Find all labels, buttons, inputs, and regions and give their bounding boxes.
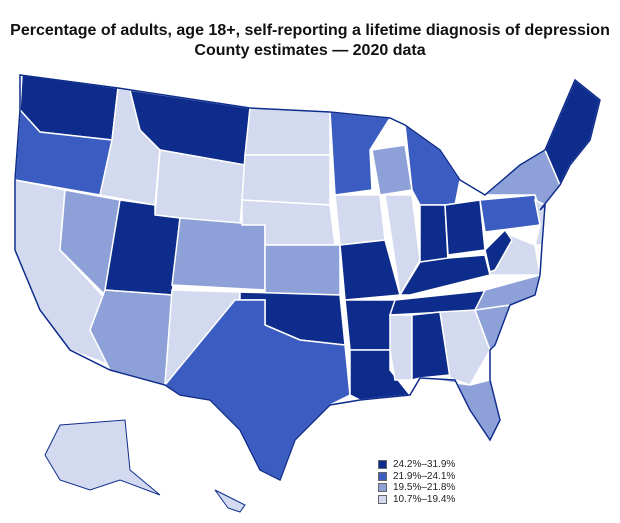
hawaii-inset — [214, 489, 246, 513]
legend: 24.2%–31.9% 21.9%–24.1% 19.5%–21.8% 10.7… — [378, 459, 455, 505]
state-region — [89, 289, 173, 386]
state-region — [344, 299, 396, 351]
map-subtitle: County estimates — 2020 data — [194, 42, 426, 59]
state-region — [171, 217, 266, 291]
state-region — [479, 194, 541, 233]
legend-label: 24.2%–31.9% — [393, 459, 456, 471]
state-region — [444, 199, 486, 256]
state-region — [419, 204, 449, 263]
legend-swatch — [378, 494, 387, 504]
legend-swatch — [378, 483, 387, 493]
legend-label: 21.9%–24.1% — [393, 470, 456, 482]
state-region — [371, 144, 413, 196]
state-region — [411, 311, 451, 381]
map-title: Percentage of adults, age 18+, self-repo… — [10, 22, 610, 39]
state-region — [334, 194, 386, 246]
state-region — [404, 123, 461, 206]
legend-item: 21.9%–24.1% — [378, 471, 455, 483]
legend-item: 19.5%–21.8% — [378, 482, 455, 494]
state-region — [339, 239, 401, 301]
state-region — [439, 309, 491, 386]
state-region — [241, 154, 331, 206]
state-region — [473, 273, 542, 311]
legend-label: 10.7%–19.4% — [393, 493, 456, 505]
legend-swatch — [378, 460, 387, 470]
state-region — [264, 244, 341, 296]
state-region — [484, 228, 513, 274]
legend-swatch — [378, 471, 387, 481]
state-region — [244, 107, 331, 156]
alaska-inset — [44, 419, 161, 496]
state-region — [389, 314, 413, 381]
state-region — [419, 377, 501, 442]
legend-item: 24.2%–31.9% — [378, 459, 455, 471]
legend-label: 19.5%–21.8% — [393, 482, 456, 494]
national-border — [14, 74, 601, 482]
legend-item: 10.7%–19.4% — [378, 494, 455, 506]
